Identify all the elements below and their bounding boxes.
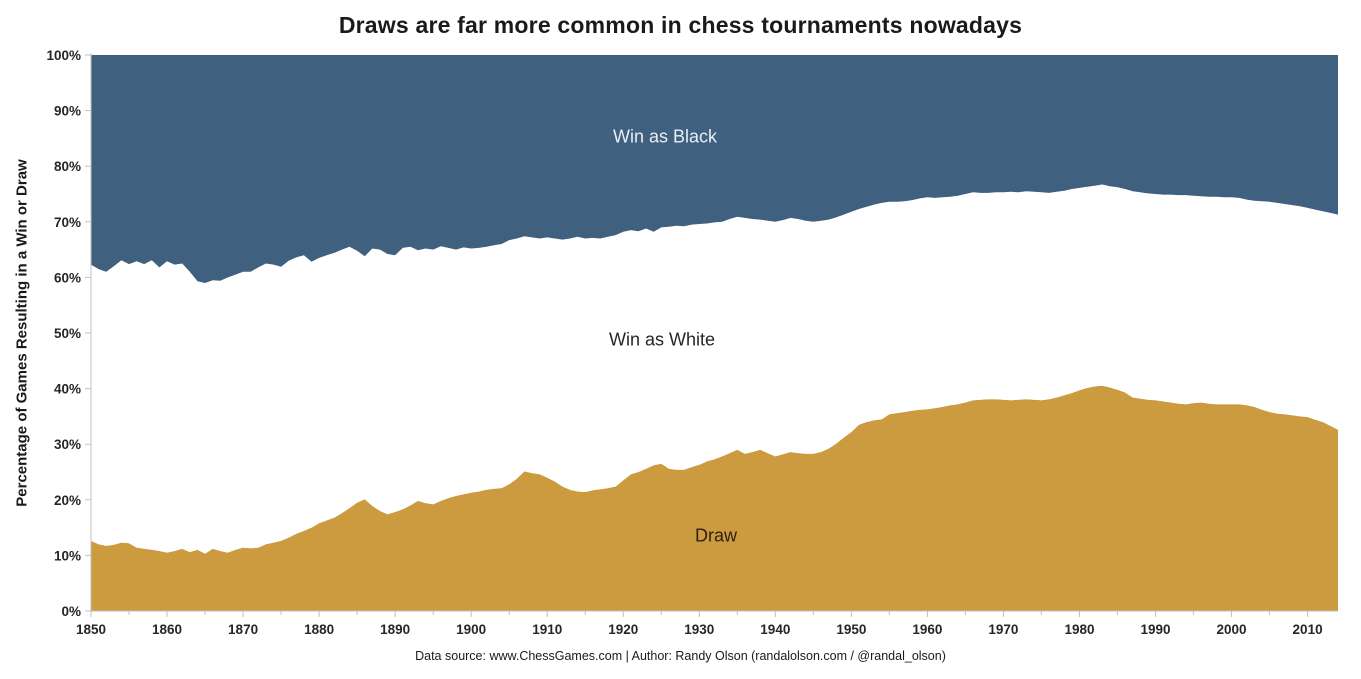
x-tick-label: 1920 (608, 622, 638, 637)
y-tick-label: 30% (54, 437, 81, 452)
draw-area-label: Draw (694, 525, 738, 546)
x-tick-label: 1900 (456, 622, 486, 637)
x-tick-label: 1910 (532, 622, 562, 637)
y-tick-label: 90% (54, 104, 81, 119)
y-tick-label: 50% (54, 326, 81, 341)
y-tick-label: 100% (46, 48, 81, 63)
x-tick-label: 1970 (988, 622, 1018, 637)
win-as-white-area-label: Win as White (608, 329, 716, 350)
y-tick-label: 0% (61, 604, 81, 619)
y-tick-label: 20% (54, 493, 81, 508)
x-tick-label: 1870 (228, 622, 258, 637)
win-as-black-area (91, 55, 1338, 283)
draw-area (91, 385, 1338, 611)
x-tick-label: 1880 (304, 622, 334, 637)
y-tick-label: 40% (54, 382, 81, 397)
x-tick-label: 1990 (1140, 622, 1170, 637)
win-as-black-area-label: Win as Black (612, 126, 718, 147)
x-tick-label: 1960 (912, 622, 942, 637)
x-tick-label: 1950 (836, 622, 866, 637)
y-tick-label: 80% (54, 159, 81, 174)
y-tick-label: 70% (54, 215, 81, 230)
x-tick-label: 1930 (684, 622, 714, 637)
y-tick-label: 60% (54, 270, 81, 285)
x-tick-label: 1860 (152, 622, 182, 637)
x-tick-label: 1940 (760, 622, 790, 637)
win-as-white-area (91, 184, 1338, 554)
x-tick-label: 2000 (1217, 622, 1247, 637)
x-tick-label: 1890 (380, 622, 410, 637)
y-tick-label: 10% (54, 548, 81, 563)
x-tick-label: 1980 (1064, 622, 1094, 637)
x-tick-label: 2010 (1293, 622, 1323, 637)
chart-title: Draws are far more common in chess tourn… (338, 12, 1023, 38)
data-source-note: Data source: www.ChessGames.com | Author… (415, 649, 946, 663)
x-tick-label: 1850 (76, 622, 106, 637)
